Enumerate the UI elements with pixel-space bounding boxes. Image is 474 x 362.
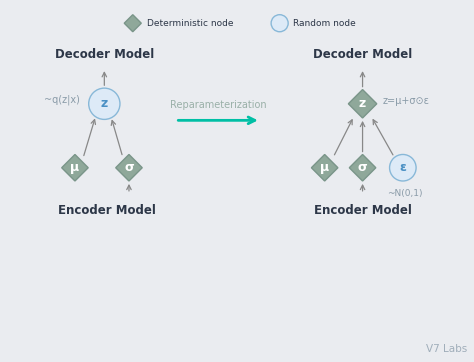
Polygon shape (116, 155, 142, 181)
Polygon shape (349, 155, 376, 181)
Text: Decoder Model: Decoder Model (55, 47, 154, 60)
Text: Encoder Model: Encoder Model (58, 204, 155, 217)
Text: Random node: Random node (293, 19, 356, 28)
Text: ε: ε (400, 161, 406, 174)
Text: Deterministic node: Deterministic node (147, 19, 234, 28)
Text: Decoder Model: Decoder Model (313, 47, 412, 60)
Text: z: z (359, 97, 366, 110)
Polygon shape (124, 15, 141, 32)
Text: Reparameterization: Reparameterization (170, 100, 266, 110)
Text: z: z (100, 97, 108, 110)
Circle shape (271, 15, 288, 32)
Polygon shape (62, 155, 88, 181)
Circle shape (390, 155, 416, 181)
Text: ~N(0,1): ~N(0,1) (387, 189, 423, 198)
Text: Encoder Model: Encoder Model (314, 204, 411, 217)
Text: μ: μ (320, 161, 329, 174)
Text: σ: σ (124, 161, 134, 174)
Text: μ: μ (71, 161, 80, 174)
Text: ~q(z|x): ~q(z|x) (44, 95, 80, 105)
Polygon shape (311, 155, 338, 181)
Text: V7 Labs: V7 Labs (426, 344, 467, 354)
Text: z=μ+σ⊙ε: z=μ+σ⊙ε (383, 96, 429, 106)
Text: σ: σ (358, 161, 367, 174)
Circle shape (89, 88, 120, 119)
Polygon shape (348, 89, 377, 118)
